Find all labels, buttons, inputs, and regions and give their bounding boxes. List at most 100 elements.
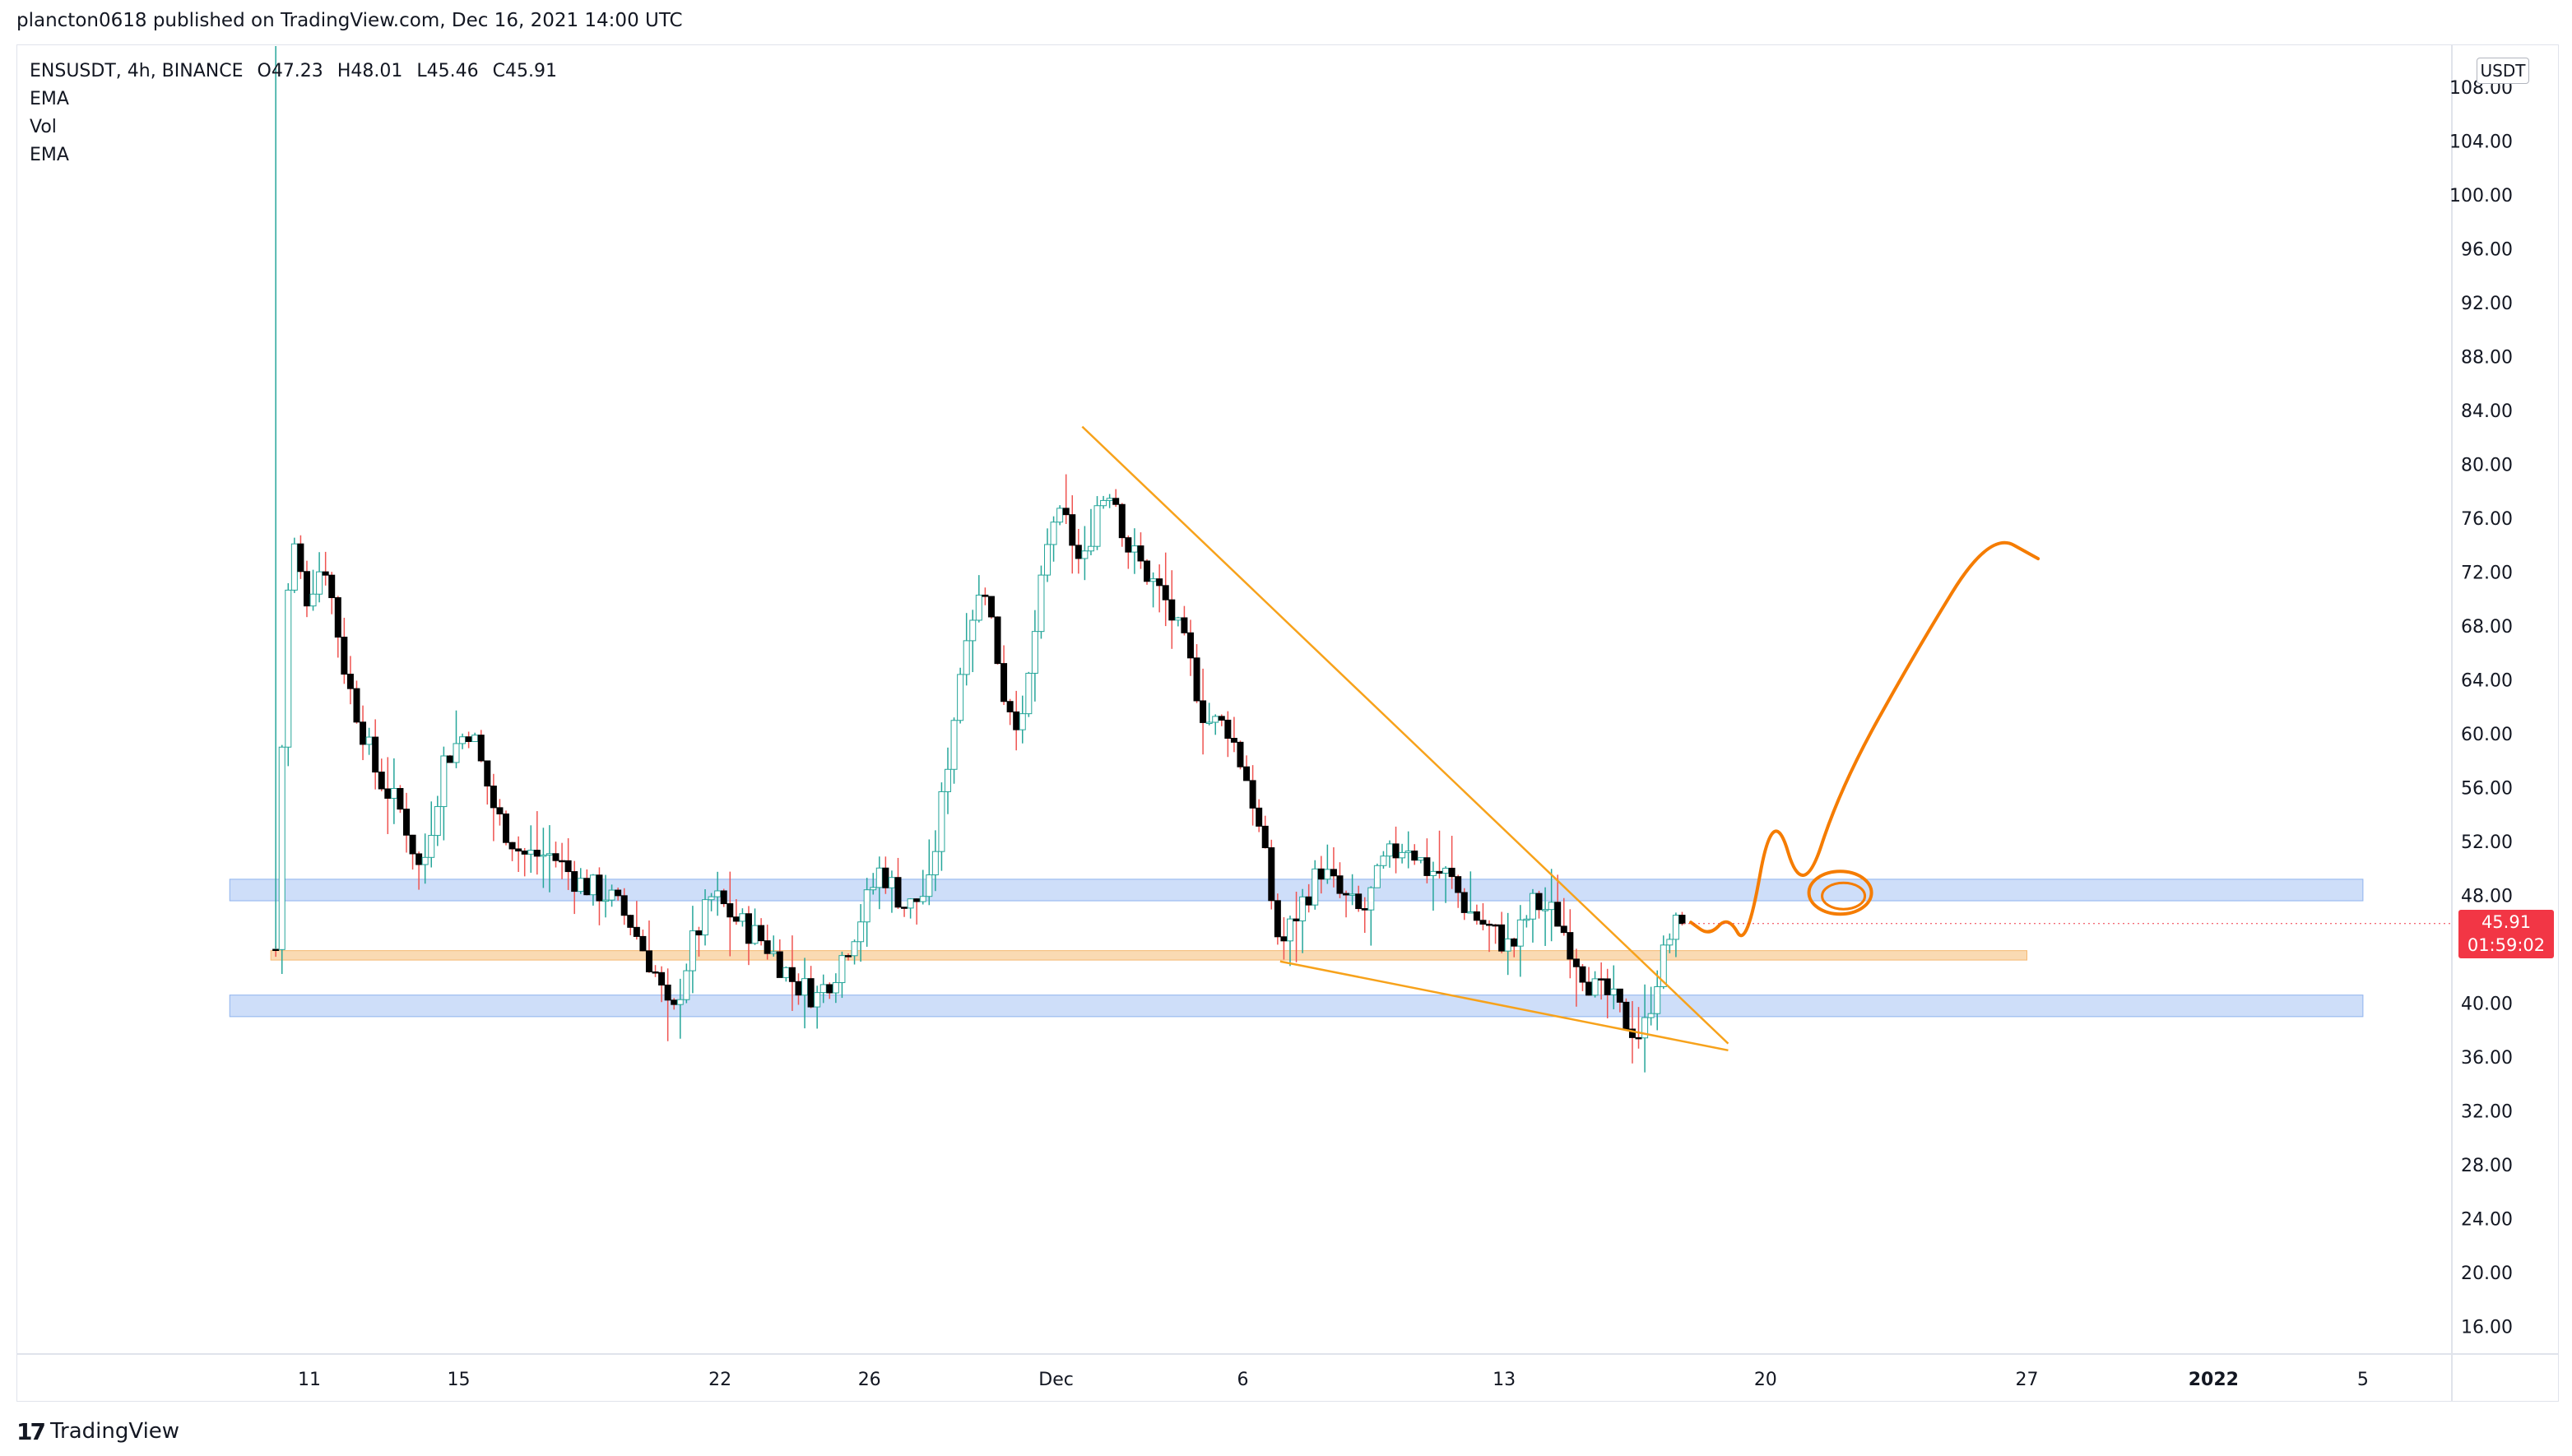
candle-body bbox=[982, 594, 989, 597]
close-value: C45.91 bbox=[492, 61, 557, 81]
candle-body bbox=[1019, 713, 1026, 730]
candle-body bbox=[1181, 617, 1188, 633]
mid-level-zone[interactable] bbox=[270, 950, 2027, 961]
candle-body bbox=[633, 926, 640, 937]
candle-body bbox=[272, 948, 280, 951]
candles bbox=[272, 46, 1686, 1073]
chart-legend: ENSUSDT, 4h, BINANCE O47.23 H48.01 L45.4… bbox=[30, 58, 565, 169]
lower-support-zone[interactable] bbox=[229, 995, 2364, 1018]
y-tick-label: 92.00 bbox=[2461, 294, 2513, 314]
candle-body bbox=[1666, 939, 1674, 946]
candle-body bbox=[390, 787, 397, 799]
candle-body bbox=[1137, 545, 1144, 562]
candle-body bbox=[1280, 936, 1288, 942]
candle-body bbox=[1249, 780, 1256, 809]
candle-body bbox=[639, 935, 647, 952]
candle-body bbox=[764, 940, 771, 954]
candle-body bbox=[994, 616, 1001, 665]
candle-body bbox=[1261, 825, 1269, 849]
candle-body bbox=[1038, 574, 1045, 633]
y-tick-label: 28.00 bbox=[2461, 1156, 2513, 1176]
candle-body bbox=[913, 898, 921, 902]
symbol-label[interactable]: ENSUSDT, 4h, BINANCE bbox=[30, 61, 244, 81]
candle-body bbox=[1380, 856, 1387, 866]
candle-body bbox=[1548, 902, 1555, 911]
candle-body bbox=[421, 856, 429, 865]
candle-body bbox=[1050, 522, 1057, 545]
candle-body bbox=[652, 971, 659, 974]
candle-body bbox=[1349, 893, 1356, 896]
indicator-ema-2[interactable]: EMA bbox=[30, 145, 69, 165]
candle-body bbox=[465, 736, 472, 742]
candle-body bbox=[658, 971, 666, 985]
candle-body bbox=[987, 596, 995, 618]
candle-body bbox=[583, 878, 591, 896]
candle-body bbox=[341, 637, 348, 675]
candle-body bbox=[689, 930, 696, 971]
candle-body bbox=[1186, 632, 1194, 659]
candle-body bbox=[290, 543, 298, 591]
candle-body bbox=[365, 736, 373, 745]
candle-body bbox=[1542, 909, 1549, 911]
candle-body bbox=[888, 877, 895, 888]
candle-body bbox=[1000, 663, 1008, 702]
candle-body bbox=[608, 889, 615, 901]
candle-body bbox=[297, 543, 304, 573]
forecast-path[interactable] bbox=[1689, 540, 2040, 938]
candle-body bbox=[527, 850, 535, 855]
candle-body bbox=[1324, 869, 1331, 880]
target-circle[interactable] bbox=[1807, 869, 1873, 916]
candle-body bbox=[402, 809, 410, 836]
y-tick-label: 20.00 bbox=[2461, 1264, 2513, 1284]
indicator-volume[interactable]: Vol bbox=[30, 117, 57, 137]
candle-body bbox=[851, 941, 858, 957]
candle-body bbox=[857, 921, 865, 943]
candle-body bbox=[1404, 851, 1412, 853]
falling-wedge bbox=[1081, 425, 1729, 1052]
candle-body bbox=[1492, 924, 1499, 927]
indicator-ema-1[interactable]: EMA bbox=[30, 89, 69, 109]
candle-body bbox=[875, 867, 883, 888]
tradingview-footer[interactable]: 17 TradingView bbox=[16, 1415, 179, 1448]
candle-body bbox=[708, 896, 715, 901]
candle-body bbox=[745, 913, 752, 944]
candle-body bbox=[1193, 657, 1200, 702]
target-circle-inner[interactable] bbox=[1821, 881, 1867, 911]
candle-body bbox=[963, 640, 970, 675]
candle-body bbox=[1256, 807, 1263, 827]
y-tick-label: 84.00 bbox=[2461, 401, 2513, 422]
y-tick-label: 60.00 bbox=[2461, 725, 2513, 745]
candle-body bbox=[1274, 900, 1281, 938]
wedge-upper-trendline[interactable] bbox=[1081, 425, 1729, 1045]
candle-body bbox=[1429, 870, 1437, 876]
y-axis-labels: 16.00 20.00 24.00 28.00 32.00 36.00 40.00 48.00… bbox=[2449, 78, 2513, 1338]
candle-body bbox=[1361, 908, 1368, 911]
candle-body bbox=[1373, 865, 1381, 888]
candle-body bbox=[496, 807, 504, 814]
candle-body bbox=[1149, 578, 1157, 582]
legend-symbol-row: ENSUSDT, 4h, BINANCE O47.23 H48.01 L45.4… bbox=[30, 58, 565, 86]
candle-body bbox=[378, 772, 385, 790]
candle-body bbox=[1156, 578, 1163, 587]
wedge-lower-trendline[interactable] bbox=[1279, 960, 1729, 1052]
candle-body bbox=[907, 898, 914, 909]
candle-body bbox=[1678, 915, 1686, 925]
candle-body bbox=[471, 735, 479, 742]
candle-body bbox=[1087, 545, 1094, 552]
y-tick-label: 40.00 bbox=[2461, 995, 2513, 1015]
candle-body bbox=[1212, 716, 1219, 723]
currency-unit-button[interactable]: USDT bbox=[2477, 58, 2529, 84]
candle-body bbox=[1200, 700, 1207, 723]
y-tick-label: 52.00 bbox=[2461, 832, 2513, 853]
candle-body bbox=[559, 860, 566, 863]
candle-body bbox=[1112, 498, 1120, 505]
x-tick-label: 15 bbox=[448, 1370, 471, 1390]
candle-body bbox=[1230, 738, 1237, 743]
candle-body bbox=[870, 887, 877, 891]
candle-body bbox=[278, 746, 286, 950]
candle-body bbox=[372, 736, 379, 773]
candle-body bbox=[826, 984, 833, 994]
candle-body bbox=[676, 999, 684, 1005]
candle-body bbox=[1616, 988, 1623, 1003]
